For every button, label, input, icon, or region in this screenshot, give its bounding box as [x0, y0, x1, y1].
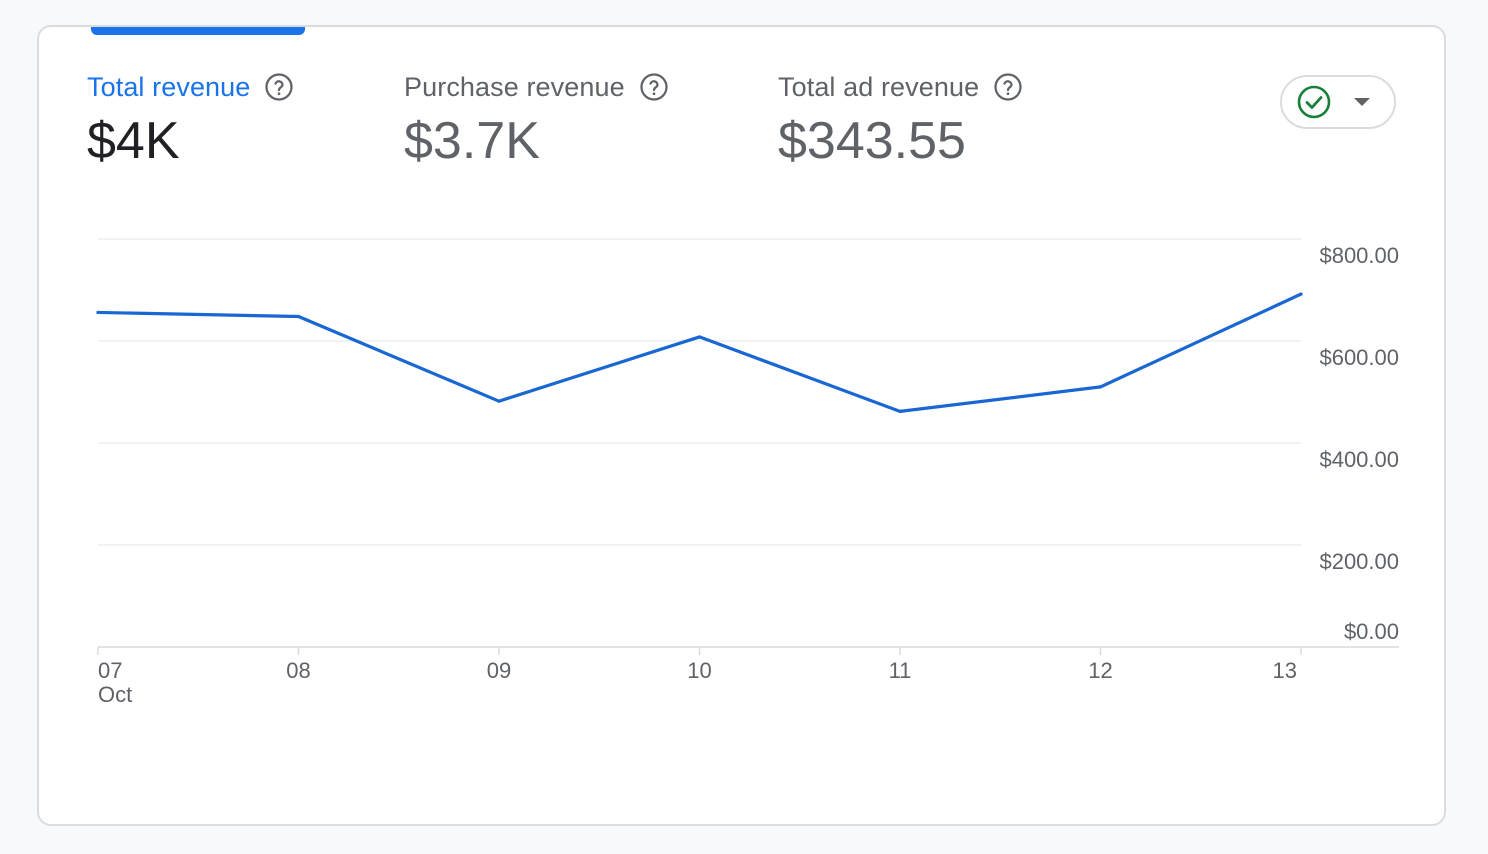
- x-tick-label: 12: [1088, 658, 1112, 683]
- metric-value: $343.55: [778, 112, 966, 170]
- metric-label: Total revenue: [87, 71, 251, 102]
- series-line: [96, 292, 1303, 413]
- active-metric-indicator: [91, 27, 305, 35]
- x-tick-label: 08: [286, 658, 310, 683]
- data-point: [96, 310, 100, 315]
- revenue-line-chart: $800.00 $600.00 $400.00 $200.00 $0.00 07 08 09…: [96, 238, 1399, 707]
- x-tick-label: 07: [98, 658, 122, 683]
- check-circle-icon: [1296, 84, 1332, 120]
- metric-label: Purchase revenue: [404, 71, 625, 102]
- comparison-dropdown[interactable]: [1280, 75, 1396, 129]
- y-tick-label: $200.00: [1319, 549, 1399, 574]
- caret-down-icon: [1354, 98, 1370, 106]
- data-point: [697, 335, 702, 339]
- data-point: [296, 314, 301, 319]
- metric-tab-purchase-revenue[interactable]: Purchase revenue $3.7K: [404, 69, 669, 171]
- y-tick-label: $800.00: [1319, 243, 1399, 268]
- y-tick-label: $600.00: [1319, 345, 1399, 370]
- metric-value: $3.7K: [404, 112, 540, 170]
- help-circle-icon[interactable]: [639, 72, 669, 102]
- x-tick-month-label: Oct: [98, 682, 132, 707]
- metric-tab-total-revenue[interactable]: Total revenue $4K: [87, 69, 294, 171]
- data-point: [1098, 385, 1103, 389]
- x-tick-label: 13: [1273, 658, 1297, 683]
- x-tick-label: 09: [487, 658, 511, 683]
- x-tick-label: 10: [687, 658, 711, 683]
- y-tick-label: $400.00: [1319, 447, 1399, 472]
- help-circle-icon[interactable]: [264, 72, 294, 102]
- data-point: [497, 399, 501, 403]
- metric-tab-total-ad-revenue[interactable]: Total ad revenue $343.55: [778, 69, 1023, 171]
- revenue-card: Total revenue $4K Purchase revenue $3.7K…: [37, 25, 1446, 826]
- x-tick-label: 11: [889, 658, 912, 683]
- y-tick-label: $0.00: [1344, 619, 1399, 644]
- data-point: [898, 409, 902, 413]
- data-point: [1299, 292, 1303, 296]
- metric-label: Total ad revenue: [778, 71, 980, 102]
- metric-value: $4K: [87, 112, 180, 170]
- help-circle-icon[interactable]: [993, 72, 1023, 102]
